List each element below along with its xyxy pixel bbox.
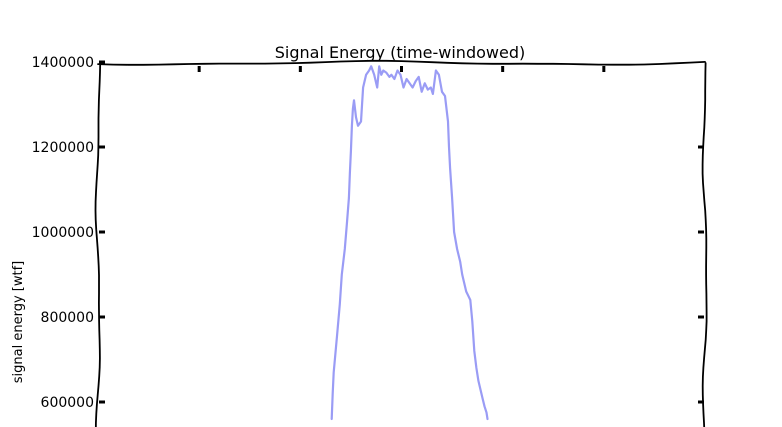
frame-left (94, 62, 102, 427)
chart-title: Signal Energy (time-windowed) (275, 43, 525, 62)
plot-frame (94, 59, 708, 427)
y-tick-label: 600000 (41, 395, 94, 411)
y-tick-label: 1000000 (32, 225, 94, 241)
x-ticks (197, 66, 606, 72)
series-layer (330, 65, 489, 421)
y-tick-label: 1200000 (32, 140, 94, 156)
y-ticks: 600000 800000 1000000 1200000 1400000 (32, 55, 704, 411)
y-axis-label: signal energy [wtf] (11, 261, 26, 383)
y-tick-label: 1400000 (32, 55, 94, 71)
y-tick-label: 800000 (41, 310, 94, 326)
frame-top (97, 59, 706, 66)
series-line (330, 65, 489, 421)
frame-right (701, 62, 708, 427)
